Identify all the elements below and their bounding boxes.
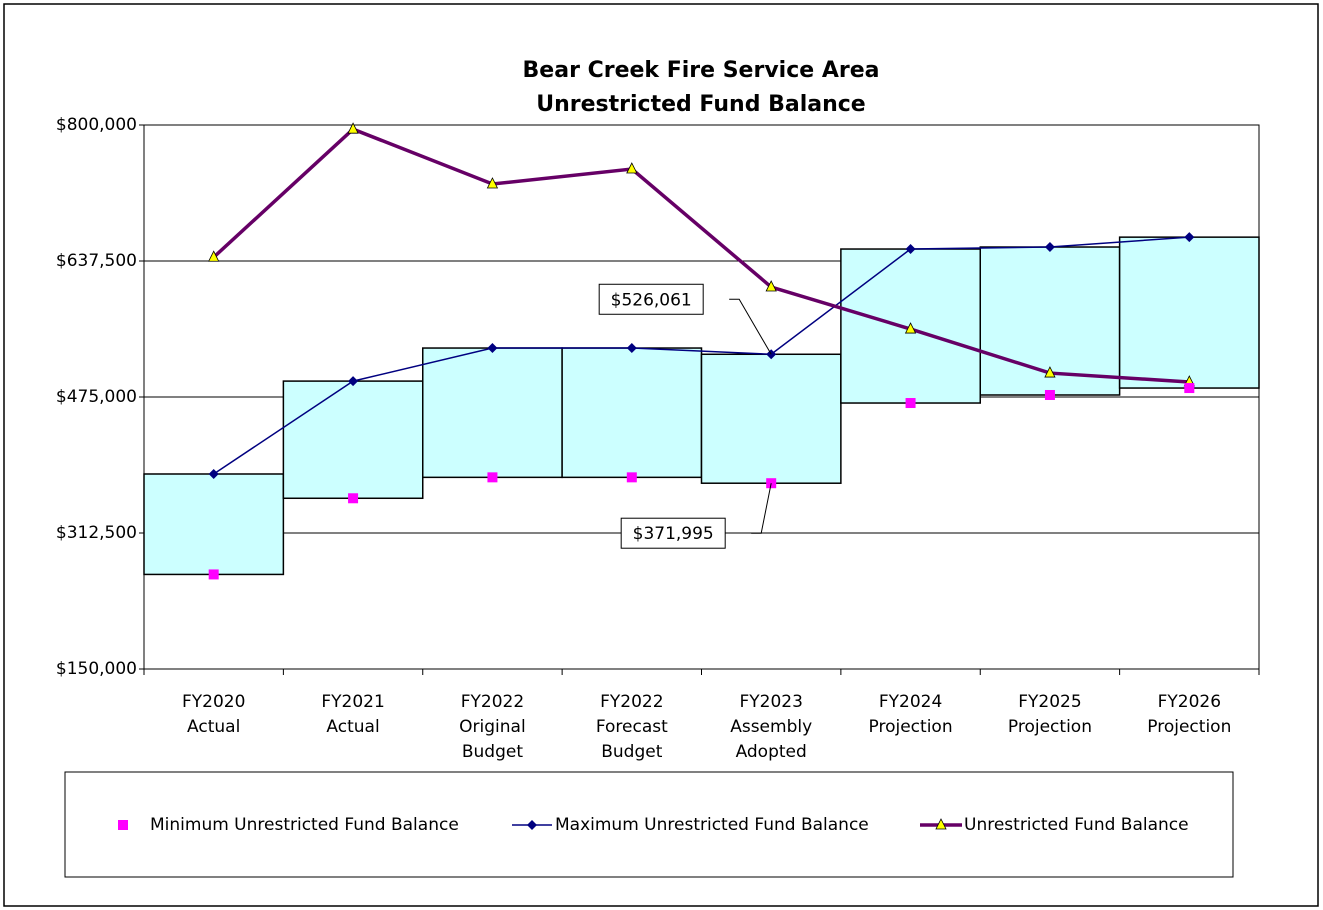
max-marker — [905, 244, 916, 255]
x-tick-label-line: Actual — [326, 717, 379, 737]
max-marker — [487, 343, 498, 354]
chart-subtitle: Unrestricted Fund Balance — [536, 92, 865, 117]
x-tick-label: FY2026 Projection — [1147, 692, 1231, 737]
x-tick-label-line: Budget — [462, 742, 523, 762]
x-tick-label-line: Assembly — [730, 717, 812, 737]
range-box — [143, 473, 285, 576]
y-tick-label: $637,500 — [56, 251, 137, 271]
x-tick-label-line: FY2020 — [182, 692, 245, 712]
legend-swatch — [118, 820, 128, 830]
min-marker — [626, 472, 637, 483]
x-tick-label: FY2024 Projection — [869, 692, 953, 737]
max-marker — [626, 343, 637, 354]
x-tick-label-line: FY2022 — [461, 692, 524, 712]
unrestricted-marker — [1044, 366, 1056, 378]
series-line — [212, 127, 1190, 384]
y-tick-label: $800,000 — [56, 115, 137, 135]
data-label: $371,995 — [633, 524, 714, 544]
unrestricted-marker — [208, 250, 220, 262]
callout-leader — [729, 298, 772, 355]
x-tick-label-line: Budget — [601, 742, 662, 762]
unrestricted-marker — [765, 280, 777, 292]
x-tick-label: FY2022 Original Budget — [459, 692, 526, 762]
unrestricted-marker — [904, 322, 917, 334]
callout-box — [620, 517, 726, 549]
x-tick-label-line: Projection — [1008, 717, 1092, 737]
x-tick-label-line: Projection — [1147, 717, 1231, 737]
x-tick-label-line: FY2021 — [321, 692, 384, 712]
min-marker — [1184, 383, 1195, 394]
min-marker — [1044, 389, 1055, 400]
max-marker — [1044, 242, 1055, 253]
legend-label: Maximum Unrestricted Fund Balance — [555, 815, 869, 835]
x-tick-label: FY2022 Forecast Budget — [596, 692, 668, 762]
max-marker — [208, 468, 219, 479]
x-tick-label-line: FY2022 — [600, 692, 663, 712]
y-tick-label: $475,000 — [56, 387, 137, 407]
x-tick-label-line: FY2024 — [879, 692, 942, 712]
range-box — [1118, 236, 1260, 389]
min-marker — [348, 493, 359, 504]
data-label: $526,061 — [611, 290, 692, 310]
range-box — [282, 380, 424, 500]
range-box — [422, 347, 563, 479]
legend-swatch — [527, 820, 537, 830]
x-tick-label: FY2025 Projection — [1008, 692, 1092, 737]
y-tick-label: $312,500 — [56, 523, 137, 543]
unrestricted-marker — [486, 177, 499, 189]
callout-box — [598, 283, 704, 315]
x-tick-label-line: Projection — [869, 717, 953, 737]
x-tick-label-line: Actual — [187, 717, 240, 737]
legend-label: Minimum Unrestricted Fund Balance — [150, 815, 459, 835]
chart-title: Bear Creek Fire Service Area — [523, 58, 880, 83]
x-tick-label-line: FY2023 — [739, 692, 802, 712]
x-tick-label-line: Forecast — [596, 717, 668, 737]
range-box — [700, 353, 842, 484]
legend-swatch — [935, 818, 947, 830]
unrestricted-marker — [347, 122, 359, 134]
legend-box — [64, 771, 1234, 878]
x-tick-label-line: FY2025 — [1018, 692, 1081, 712]
series-line — [213, 236, 1190, 475]
min-marker — [208, 569, 219, 580]
range-box — [561, 347, 703, 479]
min-marker — [487, 472, 498, 483]
max-marker — [1184, 232, 1195, 243]
y-tick-label: $150,000 — [56, 659, 137, 679]
min-marker — [905, 398, 916, 409]
x-tick-label: FY2020 Actual — [182, 692, 245, 737]
x-tick-label-line: Adopted — [736, 742, 807, 762]
x-tick-label-line: FY2026 — [1158, 692, 1221, 712]
x-tick-label: FY2021 Actual — [321, 692, 384, 737]
x-tick-label-line: Original — [459, 717, 526, 737]
max-marker — [348, 376, 359, 387]
legend-label: Unrestricted Fund Balance — [964, 815, 1189, 835]
unrestricted-marker — [626, 162, 638, 174]
x-tick-label: FY2023 Assembly Adopted — [730, 692, 812, 762]
callout-leader — [751, 483, 772, 534]
